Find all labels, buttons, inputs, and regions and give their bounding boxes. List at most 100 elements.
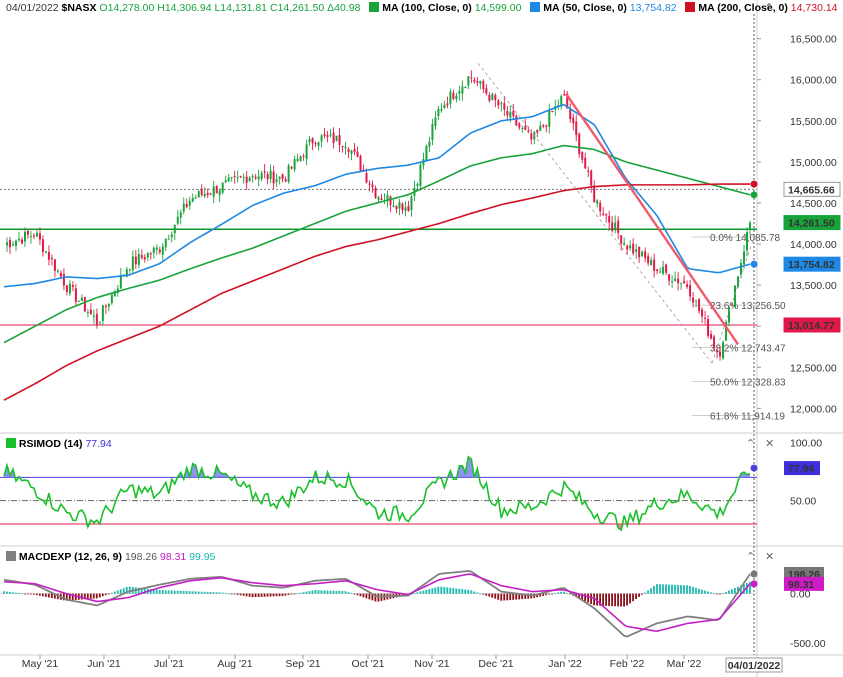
candle-body [137,253,140,265]
candle-body [578,133,581,155]
candle-body [314,143,317,145]
candle-body [656,269,659,271]
candle-body [260,172,263,179]
price-panel-header: 04/01/2022 $NASX O14,278.00 H14,306.94 L… [6,2,838,14]
candle-body [182,203,185,212]
macd-hist-bar [248,593,251,597]
macd-hist-bar [674,584,676,594]
macd-hist-bar [728,590,730,594]
macd-hist-bar [320,590,323,594]
macd-badge [784,576,824,591]
candle-body [329,134,332,136]
header-close: C14,261.50 [269,2,325,14]
macd-hist-bar [698,588,700,594]
macd-hist-bar [284,593,287,596]
macd-hist-bar [365,593,368,599]
macd-hist-bar [482,593,485,595]
macd-hist-bar [104,593,107,596]
ma200-label: MA (200, Close, 0) [698,2,788,14]
candle-body [683,280,686,284]
macd-hist-bar [182,590,185,594]
macd-hist-bar [437,586,440,594]
macd-hist-bar [326,590,329,594]
candle-body [146,252,149,258]
macd-hist-bar [671,584,673,594]
candle-body [515,115,518,126]
macd-hist-bar [707,591,709,594]
candle-body [629,245,632,249]
macd-hist-bar [503,593,506,601]
candle-body [194,197,197,199]
candle-body [341,146,344,148]
candle-body [662,266,665,274]
candle-body [494,95,497,101]
macd-hist-bar [5,591,8,594]
macd-hist-bar [332,590,335,594]
macd-hist-bar [677,584,679,594]
x-tick-label: Oct '21 [352,658,385,670]
candle-body [611,222,614,231]
macd-hist-bar [209,592,212,594]
candle-body [191,198,194,202]
macd-hist-bar [329,590,332,594]
price-badge-label: 14,261.50 [788,218,835,230]
macd-badge-label: 98.31 [788,579,814,591]
macd-hist-bar [371,593,374,601]
candle-body [299,156,302,161]
macd-hist-bar [203,591,206,594]
macd-hist-bar [689,585,691,594]
price-tick-label: 16,500.00 [790,34,837,46]
macd-hist-bar [317,590,320,594]
candle-body [56,270,59,272]
macd-hist-bar [725,591,727,594]
macd-hist-bar [446,587,449,594]
candle-body [743,251,746,265]
candle-body [233,175,236,177]
macd-hist-bar [569,593,572,595]
macd-hist-bar [38,593,41,596]
candle-body [245,176,248,183]
macd-hist-bar [323,590,326,594]
candle-body [311,138,314,144]
x-tick-label: May '21 [22,658,59,670]
candle-body [500,103,503,105]
collapse-price-panel-icon[interactable]: ⌃ [764,1,775,15]
rsi-close-icon[interactable]: ✕ [765,438,775,450]
macd-hist-bar [353,593,356,595]
macd-panel-header: MACDEXP (12, 26, 9) 198.26 98.31 99.95 [6,551,215,563]
price-tick-label: 14,500.00 [790,198,837,210]
candle-body [602,213,605,216]
macd-hist-bar [647,590,649,594]
macd-collapse-icon[interactable]: ⌃ [746,551,756,563]
candle-body [161,246,164,255]
macd-hist-bar [506,593,509,601]
candle-body [626,245,629,250]
macd-hist-bar [230,593,233,595]
candle-body [110,294,113,304]
candle-body [248,177,251,181]
macd-hist-bar [722,593,724,594]
ma100-end-dot [750,191,758,199]
macd-hist-bar [236,593,239,595]
x-tick-label: Mar '22 [667,658,702,670]
macd-hist-bar [161,590,164,594]
macd-hist-bar [32,593,35,595]
candle-body [80,297,83,302]
macd-hist-bar [119,589,122,594]
candle-body [290,167,293,169]
macd-signal-end-dot [750,580,758,588]
candle-body [563,94,566,96]
price-badge [783,256,841,272]
macd-close-icon[interactable]: ✕ [765,551,775,563]
ma100-label: MA (100, Close, 0) [382,2,472,14]
ma50-end-dot [750,260,758,268]
x-tick-label: Dec '21 [478,658,513,670]
candle-body [638,246,641,258]
rsi-collapse-icon[interactable]: ⌃ [746,438,756,450]
macd-hist-bar [524,593,527,599]
candle-body [617,220,620,233]
macd-hist-bar [638,593,640,597]
macd-hist-bar [740,585,742,594]
macd-hist-bar [221,592,224,594]
macd-tick-label: 0.00 [790,589,811,601]
